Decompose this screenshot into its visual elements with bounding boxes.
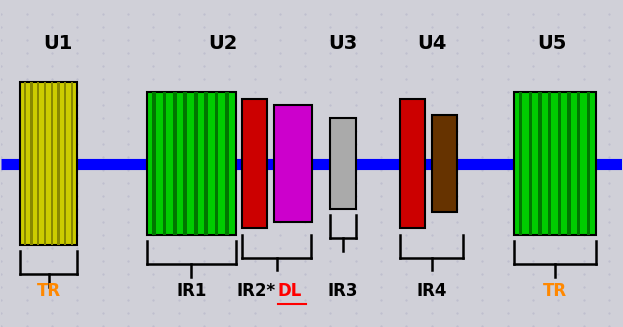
Bar (57, 82, 60, 245)
Bar (152, 92, 156, 235)
Text: DL: DL (278, 282, 302, 300)
Bar (432, 115, 457, 212)
Bar (173, 92, 177, 235)
Bar (568, 92, 571, 235)
Bar (225, 92, 229, 235)
Bar (194, 92, 197, 235)
Bar (514, 92, 596, 235)
Text: IR3: IR3 (328, 282, 358, 300)
Bar (204, 92, 208, 235)
Bar (37, 82, 39, 245)
Bar (147, 92, 235, 235)
Bar (215, 92, 218, 235)
Bar (400, 99, 426, 228)
Text: IR1: IR1 (176, 282, 206, 300)
Bar (70, 82, 73, 245)
Bar (548, 92, 551, 235)
Text: U1: U1 (44, 34, 73, 53)
Bar (31, 82, 33, 245)
Bar (577, 92, 581, 235)
Bar (519, 92, 522, 235)
Text: TR: TR (37, 282, 61, 300)
Bar (64, 82, 66, 245)
Text: IR4: IR4 (417, 282, 447, 300)
Bar (44, 82, 46, 245)
Text: U2: U2 (208, 34, 237, 53)
Text: TR: TR (543, 282, 567, 300)
Bar (24, 82, 26, 245)
Text: IR2*: IR2* (236, 282, 275, 300)
Text: U5: U5 (537, 34, 567, 53)
Bar (273, 105, 312, 222)
Bar (528, 92, 532, 235)
Bar (183, 92, 187, 235)
Text: U4: U4 (417, 34, 447, 53)
Bar (587, 92, 590, 235)
Bar (330, 118, 356, 209)
Bar (21, 82, 77, 245)
Bar (163, 92, 166, 235)
Bar (558, 92, 561, 235)
Bar (50, 82, 53, 245)
Bar (242, 99, 267, 228)
Bar (538, 92, 541, 235)
Text: U3: U3 (328, 34, 358, 53)
